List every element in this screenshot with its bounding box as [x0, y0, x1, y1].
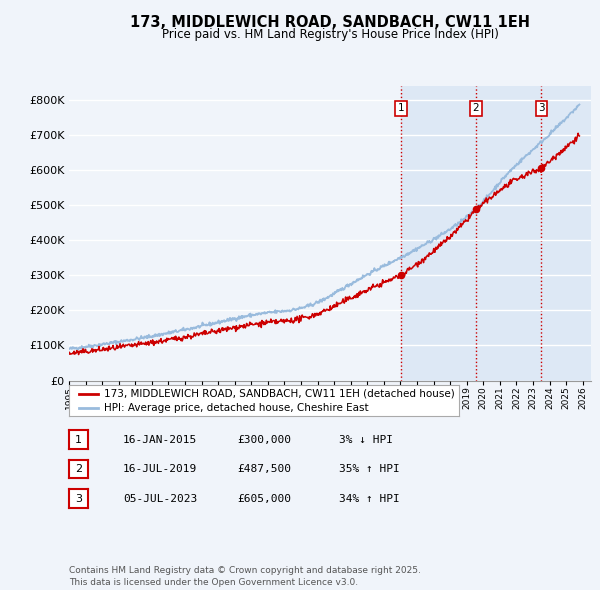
Text: 2: 2: [75, 464, 82, 474]
Text: HPI: Average price, detached house, Cheshire East: HPI: Average price, detached house, Ches…: [104, 402, 369, 412]
Text: 16-JAN-2015: 16-JAN-2015: [123, 435, 197, 444]
Text: 3: 3: [538, 103, 545, 113]
Text: Contains HM Land Registry data © Crown copyright and database right 2025.
This d: Contains HM Land Registry data © Crown c…: [69, 566, 421, 587]
Text: 05-JUL-2023: 05-JUL-2023: [123, 494, 197, 503]
Text: 3: 3: [75, 494, 82, 503]
Text: Price paid vs. HM Land Registry's House Price Index (HPI): Price paid vs. HM Land Registry's House …: [161, 28, 499, 41]
Text: 34% ↑ HPI: 34% ↑ HPI: [339, 494, 400, 503]
Text: 35% ↑ HPI: 35% ↑ HPI: [339, 464, 400, 474]
Text: 1: 1: [398, 103, 404, 113]
Text: £605,000: £605,000: [237, 494, 291, 503]
Text: 3% ↓ HPI: 3% ↓ HPI: [339, 435, 393, 444]
Text: £487,500: £487,500: [237, 464, 291, 474]
Text: 173, MIDDLEWICH ROAD, SANDBACH, CW11 1EH: 173, MIDDLEWICH ROAD, SANDBACH, CW11 1EH: [130, 15, 530, 30]
Text: 1: 1: [75, 435, 82, 444]
Text: £300,000: £300,000: [237, 435, 291, 444]
Text: 173, MIDDLEWICH ROAD, SANDBACH, CW11 1EH (detached house): 173, MIDDLEWICH ROAD, SANDBACH, CW11 1EH…: [104, 389, 455, 399]
Bar: [476, 86, 541, 381]
Text: 2: 2: [472, 103, 479, 113]
Bar: [541, 86, 591, 381]
Text: 16-JUL-2019: 16-JUL-2019: [123, 464, 197, 474]
Bar: [401, 86, 476, 381]
